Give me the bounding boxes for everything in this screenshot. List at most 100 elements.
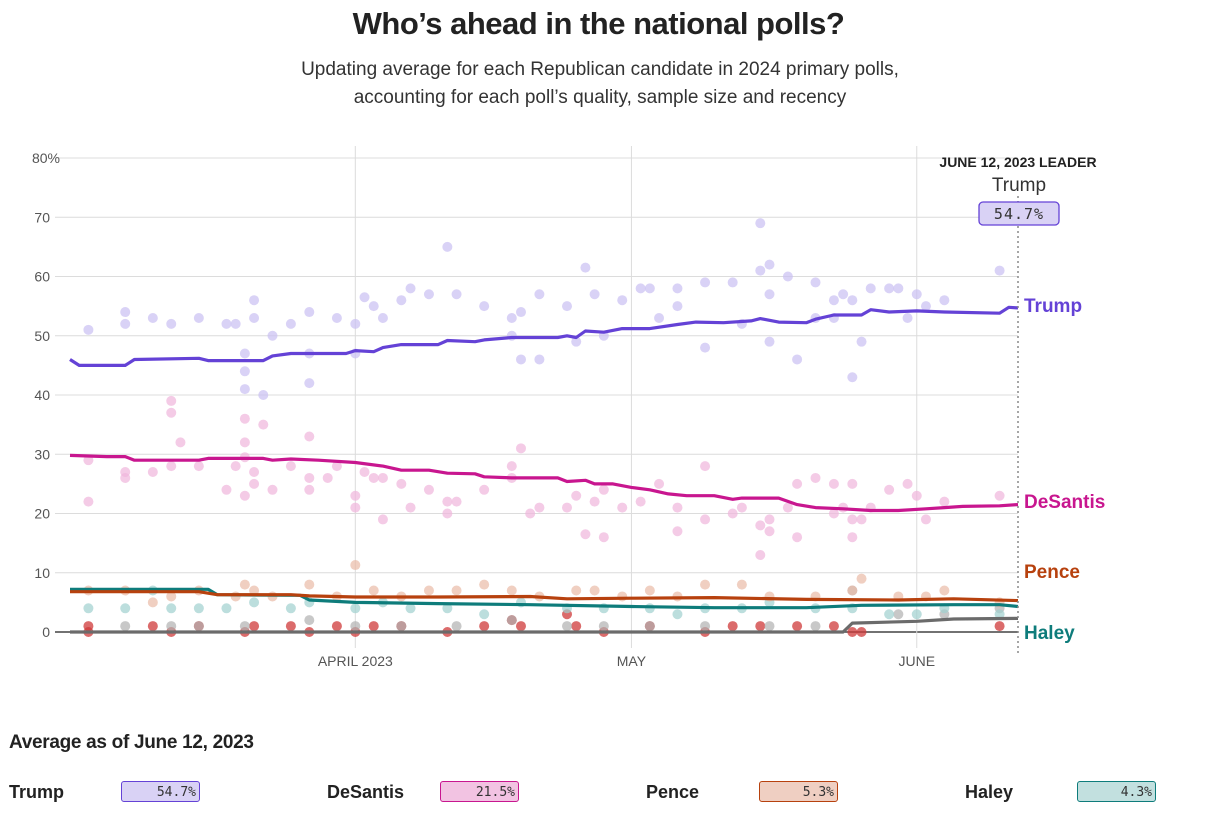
poll-dot (442, 603, 453, 614)
poll-dot (672, 609, 683, 620)
summary-name-haley: Haley (965, 782, 1014, 802)
series-label-trump: Trump (1024, 296, 1082, 317)
poll-dot (230, 461, 241, 472)
poll-dot (893, 283, 904, 294)
summary-value-pence: 5.3% (759, 781, 838, 802)
poll-dot (396, 478, 407, 489)
poll-dot (221, 484, 232, 495)
poll-dot (939, 496, 950, 507)
summary-name-pence: Pence (646, 782, 700, 802)
poll-dot (893, 609, 904, 620)
series-label-haley: Haley (1024, 623, 1075, 644)
poll-dot (166, 407, 177, 418)
poll-dot (249, 621, 260, 632)
poll-dot (221, 318, 232, 329)
poll-dot (368, 472, 379, 483)
poll-dot (193, 603, 204, 614)
gridlines: 0 10 20 30 40 50 60 70 80% APRIL 2023 MAY JUNE (32, 146, 1018, 669)
poll-dot (506, 461, 517, 472)
series-label-pence: Pence (1024, 562, 1080, 583)
poll-dot (359, 292, 370, 303)
poll-dot (994, 490, 1005, 501)
poll-dot (911, 490, 922, 501)
y-tick-label: 60 (34, 269, 50, 285)
summary-title: Average as of June 12, 2023 (9, 732, 254, 753)
poll-dot (727, 621, 738, 632)
series-label-desantis: DeSantis (1024, 492, 1105, 513)
poll-dot (166, 591, 177, 602)
poll-dot (792, 621, 803, 632)
y-tick-label: 80% (32, 150, 60, 166)
poll-dot (828, 508, 839, 519)
leader-value: 54.7% (994, 205, 1044, 223)
poll-dot (506, 585, 517, 596)
poll-dot (571, 585, 582, 596)
poll-dot (672, 283, 683, 294)
summary-value-haley: 4.3% (1077, 781, 1156, 802)
poll-dot (571, 490, 582, 501)
poll-dot (672, 301, 683, 312)
poll-dot (847, 514, 858, 525)
poll-dot (249, 585, 260, 596)
y-tick-label: 70 (34, 209, 50, 225)
poll-dot (617, 502, 628, 513)
poll-dot (193, 312, 204, 323)
poll-dot (755, 621, 766, 632)
poll-dot (828, 621, 839, 632)
poll-dot (479, 579, 490, 590)
y-tick-label: 30 (34, 446, 50, 462)
poll-dot (755, 520, 766, 531)
poll-dot (239, 579, 250, 590)
poll-dot (847, 372, 858, 383)
poll-dot (442, 508, 453, 519)
average-line-other (70, 616, 1019, 634)
poll-dot (562, 301, 573, 312)
poll-dot (175, 437, 186, 448)
poll-dot (856, 514, 867, 525)
x-tick-label: MAY (617, 653, 647, 669)
poll-dot (884, 283, 895, 294)
poll-dot (589, 496, 600, 507)
poll-dot (534, 502, 545, 513)
poll-dot (598, 621, 609, 632)
poll-dot (304, 484, 315, 495)
poll-dot (736, 502, 747, 513)
poll-dot (810, 277, 821, 288)
poll-dot (810, 621, 821, 632)
poll-dot (515, 443, 526, 454)
poll-dot (755, 549, 766, 560)
poll-dot (755, 265, 766, 276)
poll-dot (939, 585, 950, 596)
poll-dot (479, 301, 490, 312)
poll-dot (828, 478, 839, 489)
poll-dot (847, 295, 858, 306)
poll-dot (580, 262, 591, 273)
poll-dot (856, 336, 867, 347)
poll-dot (911, 609, 922, 620)
chart-subtitle: Updating average for each Republican can… (301, 59, 899, 108)
poll-dot (249, 597, 260, 608)
poll-dot (847, 627, 858, 637)
poll-dot (672, 502, 683, 513)
poll-dot (120, 307, 131, 318)
poll-dot (911, 289, 922, 300)
poll-dot (239, 384, 250, 395)
poll-dot (571, 336, 582, 347)
poll-dot (147, 621, 158, 632)
summary-value-desantis: 21.5% (440, 781, 519, 802)
poll-dot (120, 318, 131, 329)
poll-dot (442, 496, 453, 507)
poll-dot (359, 467, 370, 478)
poll-dot (221, 603, 232, 614)
poll-dot (350, 502, 361, 513)
poll-dot (331, 461, 342, 472)
poll-dot (810, 472, 821, 483)
poll-dot (83, 496, 94, 507)
poll-dot (838, 289, 849, 300)
poll-dot (258, 390, 269, 400)
poll-dot (635, 496, 646, 507)
poll-dot (994, 621, 1005, 632)
poll-dot (120, 621, 131, 632)
poll-dot (847, 585, 858, 596)
poll-dot (451, 496, 462, 507)
